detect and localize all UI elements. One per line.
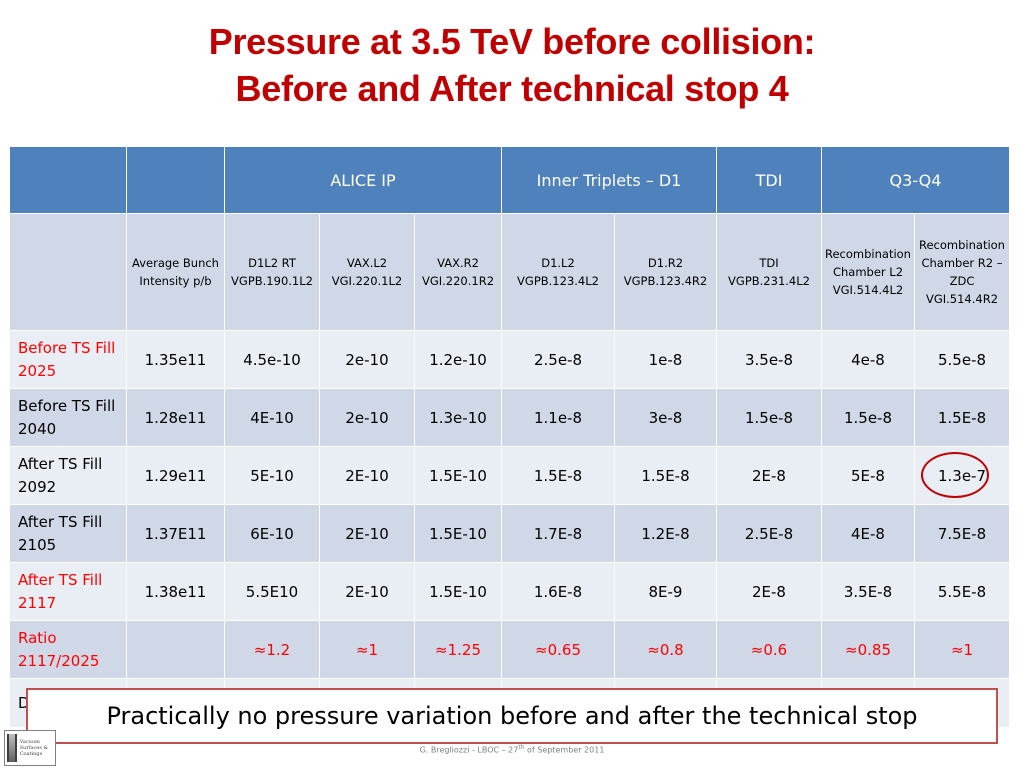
table-cell: ≈1.2 [224, 620, 320, 679]
table-cell: ≈1 [914, 620, 1010, 679]
table-cell: 3e-8 [614, 388, 717, 447]
table-body: Before TS Fill 2025 1.35e11 4.5e-10 2e-10 1.… [9, 330, 1010, 728]
group-header-empty-1 [9, 146, 127, 214]
table-cell: 4E-8 [821, 504, 915, 563]
footer-suffix: of September 2011 [524, 745, 605, 755]
table-cell: 2E-10 [319, 504, 415, 563]
table-cell: 1.5e-8 [821, 388, 915, 447]
sub-header-cell: VAX.L2 VGI.220.1L2 [319, 213, 415, 331]
table-cell: 4e-8 [821, 330, 915, 389]
sub-header-cell: D1L2 RT VGPB.190.1L2 [224, 213, 320, 331]
table-cell: 1.5E-8 [614, 446, 717, 505]
table-cell: 1.5E-8 [501, 446, 615, 505]
table-cell: 1.1e-8 [501, 388, 615, 447]
row-label: After TS Fill 2105 [9, 504, 127, 563]
table-row: Before TS Fill 2040 1.28e11 4E-10 2e-10 1.3e… [9, 388, 1010, 447]
table-cell: ≈0.8 [614, 620, 717, 679]
table-cell: 5.5e-8 [914, 330, 1010, 389]
table-cell: ≈1.25 [414, 620, 502, 679]
table-cell: 1.28e11 [126, 388, 225, 447]
table-cell: 2e-10 [319, 388, 415, 447]
sub-header-cell: Recombination Chamber L2 VGI.514.4L2 [821, 213, 915, 331]
table-cell: 4E-10 [224, 388, 320, 447]
table-cell: 1.5E-10 [414, 562, 502, 621]
table-cell: ≈0.65 [501, 620, 615, 679]
table-row: After TS Fill 2117 1.38e11 5.5E10 2E-10 1.5E… [9, 562, 1010, 621]
table-cell: 1.5E-8 [914, 388, 1010, 447]
table-cell: 4.5e-10 [224, 330, 320, 389]
table-cell: 1.5e-8 [716, 388, 822, 447]
table-cell: 1.3e-10 [414, 388, 502, 447]
table-cell: 5.5E-8 [914, 562, 1010, 621]
footer-sup: th [518, 744, 525, 751]
group-header-tdi: TDI [716, 146, 822, 214]
table-cell: 1.38e11 [126, 562, 225, 621]
table-cell: 1e-8 [614, 330, 717, 389]
table-cell: 1.35e11 [126, 330, 225, 389]
highlight-circle [921, 452, 989, 498]
table-cell: 5.5E10 [224, 562, 320, 621]
group-header-alice-ip: ALICE IP [224, 146, 502, 214]
sub-header-cell: VAX.R2 VGI.220.1R2 [414, 213, 502, 331]
table-cell: ≈0.85 [821, 620, 915, 679]
table-cell: 2E-10 [319, 562, 415, 621]
logo-mark-icon [7, 734, 17, 762]
footer: G. Bregliozzi - LBOC – 27th of September… [0, 744, 1024, 755]
title-line-2: Before and After technical stop 4 [235, 68, 789, 109]
table-row: After TS Fill 2092 1.29e11 5E-10 2E-10 1.5E-… [9, 446, 1010, 505]
pressure-table: ALICE IP Inner Triplets – D1 TDI Q3-Q4 A… [9, 146, 1010, 728]
table-cell: 1.5E-10 [414, 446, 502, 505]
table-cell: 6E-10 [224, 504, 320, 563]
table-row: Ratio 2117/2025 ≈1.2 ≈1 ≈1.25 ≈0.65 ≈0.8 ≈0.6 ≈… [9, 620, 1010, 679]
table-cell [126, 620, 225, 679]
table-cell: 8E-9 [614, 562, 717, 621]
table-cell: 1.5E-10 [414, 504, 502, 563]
group-header-inner-triplets: Inner Triplets – D1 [501, 146, 717, 214]
institution-logo: Vacuum Surfaces & Coatings [4, 730, 56, 766]
table-cell: 1.7E-8 [501, 504, 615, 563]
logo-text: Vacuum Surfaces & Coatings [19, 739, 48, 757]
footer-prefix: G. Bregliozzi - LBOC – 27 [419, 745, 519, 755]
table-cell: 1.6E-8 [501, 562, 615, 621]
table-cell: 2.5e-8 [501, 330, 615, 389]
row-label: Before TS Fill 2025 [9, 330, 127, 389]
sub-header-cell: D1.R2 VGPB.123.4R2 [614, 213, 717, 331]
table-cell: 2.5E-8 [716, 504, 822, 563]
table-cell: 7.5E-8 [914, 504, 1010, 563]
callout-box: Practically no pressure variation before… [26, 688, 998, 744]
row-label: After TS Fill 2117 [9, 562, 127, 621]
row-label: Ratio 2117/2025 [9, 620, 127, 679]
sub-header-cell: TDI VGPB.231.4L2 [716, 213, 822, 331]
table-cell: 1.2E-8 [614, 504, 717, 563]
table-cell: 2e-10 [319, 330, 415, 389]
table-cell: 5E-8 [821, 446, 915, 505]
table-cell: 5E-10 [224, 446, 320, 505]
table-cell: 1.37E11 [126, 504, 225, 563]
slide-title: Pressure at 3.5 TeV before collision: Be… [0, 18, 1024, 112]
table-row: Before TS Fill 2025 1.35e11 4.5e-10 2e-10 1.… [9, 330, 1010, 389]
table-cell: 1.29e11 [126, 446, 225, 505]
table-cell: 2E-8 [716, 562, 822, 621]
group-header-row: ALICE IP Inner Triplets – D1 TDI Q3-Q4 [9, 146, 1010, 214]
table-cell: 1.2e-10 [414, 330, 502, 389]
table-row: After TS Fill 2105 1.37E11 6E-10 2E-10 1.5E-… [9, 504, 1010, 563]
row-label: Before TS Fill 2040 [9, 388, 127, 447]
group-header-q3-q4: Q3-Q4 [821, 146, 1010, 214]
table-cell: 2E-10 [319, 446, 415, 505]
row-label: After TS Fill 2092 [9, 446, 127, 505]
table-cell: ≈0.6 [716, 620, 822, 679]
table-cell: 2E-8 [716, 446, 822, 505]
sub-header-cell: Average Bunch Intensity p/b [126, 213, 225, 331]
sub-header-cell: D1.L2 VGPB.123.4L2 [501, 213, 615, 331]
title-line-1: Pressure at 3.5 TeV before collision: [208, 21, 816, 62]
sub-header-cell: Recombination Chamber R2 – ZDC VGI.514.4… [914, 213, 1010, 331]
table-cell: ≈1 [319, 620, 415, 679]
table-cell: 3.5e-8 [716, 330, 822, 389]
sub-header-cell [9, 213, 127, 331]
table-cell: 3.5E-8 [821, 562, 915, 621]
group-header-empty-2 [126, 146, 225, 214]
sub-header-row: Average Bunch Intensity p/b D1L2 RT VGPB… [9, 213, 1010, 331]
